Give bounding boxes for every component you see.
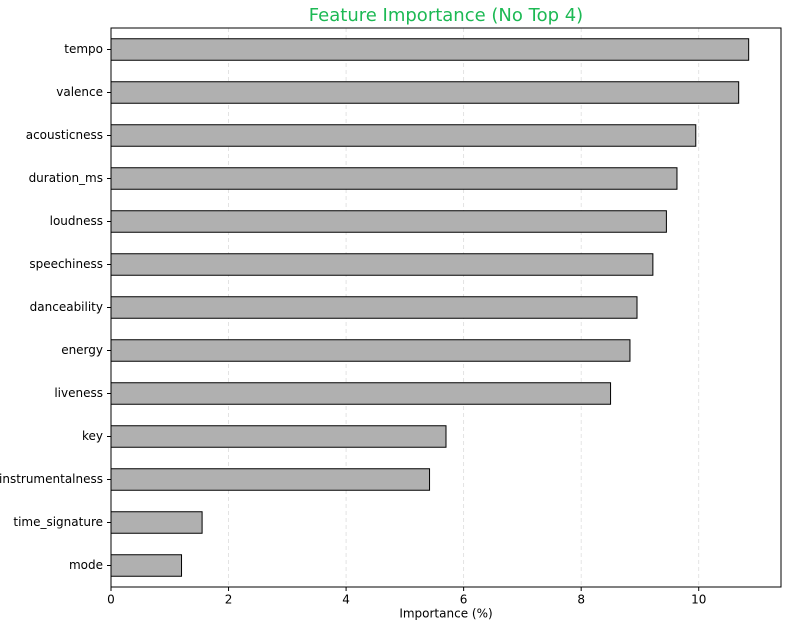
bar (110, 253, 654, 276)
y-tick-label: danceability (30, 300, 103, 314)
bar (110, 382, 612, 405)
y-tick-label: tempo (64, 42, 103, 56)
y-tick-label: mode (69, 558, 103, 572)
y-tick-label: instrumentalness (0, 472, 103, 486)
x-tick-label: 8 (577, 593, 585, 607)
bar (110, 210, 667, 233)
bar (110, 425, 447, 448)
y-tick-label: time_signature (13, 515, 103, 529)
y-tick-label: key (82, 429, 103, 443)
bar (110, 468, 431, 491)
bar (110, 167, 678, 190)
y-tick-label: valence (56, 85, 103, 99)
bar (110, 296, 638, 319)
x-tick-label: 2 (225, 593, 233, 607)
y-tick-label: energy (61, 343, 103, 357)
x-tick-label: 10 (691, 593, 706, 607)
plot-frame (110, 27, 782, 588)
bar (110, 81, 740, 104)
y-tick-label: liveness (54, 386, 103, 400)
bar (110, 38, 750, 61)
y-tick-label: acousticness (26, 128, 103, 142)
x-tick-label: 6 (460, 593, 468, 607)
bar (110, 511, 203, 534)
x-tick-label: 0 (107, 593, 115, 607)
bar (110, 339, 631, 362)
chart-title: Feature Importance (No Top 4) (309, 5, 583, 26)
y-tick-label: loudness (50, 214, 103, 228)
y-tick-label: duration_ms (29, 171, 103, 185)
y-tick-label: speechiness (29, 257, 103, 271)
bar (110, 124, 697, 147)
x-tick-label: 4 (342, 593, 350, 607)
x-axis-label: Importance (%) (399, 607, 492, 621)
bar (110, 554, 183, 577)
